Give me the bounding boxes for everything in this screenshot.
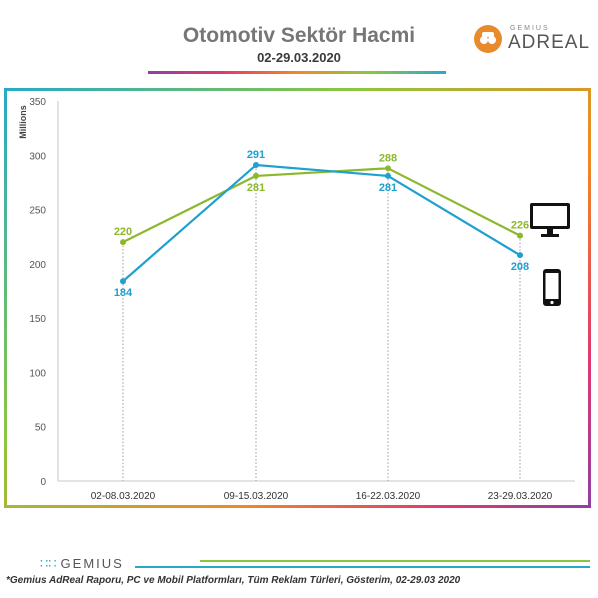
adreal-logo: GEMIUS ADREAL: [474, 24, 589, 56]
data-point: [385, 165, 391, 172]
data-point: [517, 252, 523, 259]
data-point: [120, 278, 126, 285]
footer-brand-text: GEMIUS: [60, 556, 124, 571]
data-point: [120, 239, 126, 246]
data-label: 281: [247, 182, 265, 194]
logo-brand-big: ADREAL: [508, 32, 591, 53]
y-tick-label: 150: [29, 314, 46, 325]
data-label: 184: [114, 287, 133, 299]
y-tick-label: 200: [29, 260, 46, 271]
data-label: 226: [511, 220, 529, 232]
data-point: [253, 172, 259, 179]
y-tick-label: 300: [29, 151, 46, 162]
source-footnote: *Gemius AdReal Raporu, PC ve Mobil Platf…: [6, 575, 461, 586]
data-label: 220: [114, 226, 132, 238]
x-tick-label: 23-29.03.2020: [488, 491, 553, 502]
y-tick-label: 50: [35, 423, 47, 434]
x-tick-label: 02-08.03.2020: [91, 491, 156, 502]
series-line-mobile-phone: [122, 163, 521, 283]
footer-rule-blue: [135, 566, 590, 568]
gemius-dots-icon: ∷∷: [40, 556, 57, 571]
series-line-pc-monitor: [122, 167, 521, 244]
logo-brand-small: GEMIUS: [510, 25, 550, 32]
data-label: 208: [511, 261, 529, 273]
y-axis-label: Millions: [18, 105, 28, 139]
y-tick-label: 100: [29, 368, 46, 379]
chart-subtitle: 02-29.03.2020: [257, 50, 341, 65]
title-underline: [148, 71, 446, 74]
footer-gemius-logo: ∷∷ GEMIUS: [40, 556, 124, 572]
data-point: [385, 172, 391, 179]
data-label: 281: [379, 182, 397, 194]
y-tick-label: 250: [29, 206, 46, 217]
data-label: 288: [379, 152, 397, 164]
chart-title: Otomotiv Sektör Hacmi: [182, 24, 416, 47]
y-tick-label: 0: [40, 477, 46, 488]
data-label: 291: [247, 149, 265, 161]
x-tick-label: 16-22.03.2020: [356, 491, 421, 502]
data-point: [517, 232, 523, 239]
y-tick-label: 350: [29, 97, 46, 108]
chart-frame: [4, 88, 591, 508]
pc-monitor-icon: [530, 203, 570, 237]
mobile-phone-icon: [543, 269, 561, 306]
data-point: [253, 162, 259, 169]
adreal-logo-icon: [474, 25, 502, 53]
footer-rule-green: [200, 560, 590, 562]
x-tick-label: 09-15.03.2020: [224, 491, 289, 502]
